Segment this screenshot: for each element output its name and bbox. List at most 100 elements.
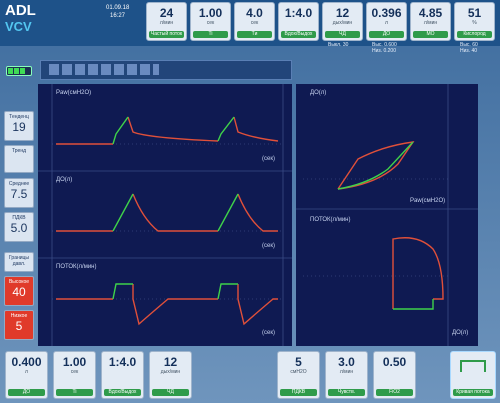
param-value: 1.00	[198, 6, 223, 20]
param-label: Кислород	[457, 31, 492, 38]
param-label: ЧД	[152, 389, 189, 396]
param-value: 24	[159, 6, 174, 20]
param-value: 12	[163, 355, 178, 369]
param-label: Вдох/Выдох	[281, 31, 316, 38]
param-button[interactable]: 0.396 л ДО	[366, 2, 407, 41]
param-value: 51	[467, 6, 482, 20]
flow-wave-insp	[112, 283, 238, 300]
param-label: Чувств.	[328, 389, 365, 396]
toolbar-icons[interactable]	[49, 64, 159, 75]
param-button[interactable]: 12 дых/мин ЧД	[149, 351, 192, 399]
param-value: 1:4.0	[108, 355, 137, 369]
side-label: Тренд	[11, 148, 26, 154]
param-button[interactable]: 12 дых/мин ЧД	[322, 2, 363, 41]
date: 01.09.18	[106, 5, 130, 11]
pressure-wave-insp	[112, 116, 235, 145]
param-button[interactable]: 0.400 л ДО	[5, 351, 48, 399]
mode: ADL	[5, 2, 36, 19]
side-panel[interactable]: Тенденц 19	[4, 111, 34, 141]
waveform-area: Paw(смH2O) ДО(л) ПОТОК(л/мин) (сек) (сек…	[38, 84, 478, 346]
alarm-limit: Низ. 0.200	[372, 48, 396, 54]
param-unit: л	[25, 369, 28, 375]
time-unit: (сек)	[262, 243, 275, 249]
graph-label: ПОТОК(л/мин)	[56, 264, 97, 270]
param-button[interactable]: 1.00 сек Ti	[53, 351, 96, 399]
fv-loop	[392, 237, 444, 309]
side-label: Низкое	[10, 313, 28, 319]
param-label: ДО	[8, 389, 45, 396]
frames	[38, 84, 478, 346]
alarm-limit: Выс. 0.600	[372, 42, 397, 48]
param-label: ДО	[369, 31, 404, 38]
param-button[interactable]: 3.0 л/мин Чувств.	[325, 351, 368, 399]
param-value: 4.0	[246, 6, 263, 20]
param-button[interactable]: 24 л/мин Частый поток	[146, 2, 187, 41]
time-unit: (сек)	[262, 156, 275, 162]
param-button[interactable]: 1.00 сек Ti	[190, 2, 231, 41]
alarm-limit: Выс. 60	[460, 42, 478, 48]
side-label: Границы давл.	[9, 255, 29, 267]
param-button[interactable]: 1:4.0 Вдох/Выдох	[101, 351, 144, 399]
param-button[interactable]: 0.50 FiO2	[373, 351, 416, 399]
param-value: 1:4.0	[284, 6, 313, 20]
right-graphs-bg	[296, 84, 478, 346]
pv-loop-insp	[337, 141, 414, 190]
pv-loop	[337, 141, 415, 190]
side-value: 5.0	[10, 221, 28, 235]
param-label: Tи	[237, 31, 272, 38]
param-value: 5	[295, 355, 302, 369]
param-value: 0.400	[11, 355, 42, 369]
side-panel[interactable]: Низкое 5	[4, 310, 34, 340]
param-value: 4.85	[418, 6, 443, 20]
param-unit: дых/мин	[332, 20, 353, 26]
side-panel[interactable]: Среднее 7.5	[4, 178, 34, 208]
graph-label: ДО(л)	[56, 177, 72, 183]
toolbar	[40, 60, 292, 80]
left-graphs-bg	[38, 84, 292, 346]
param-label: Частый поток	[149, 31, 184, 38]
side-panel[interactable]: Высокое 40	[4, 276, 34, 306]
param-value: 3.0	[338, 355, 355, 369]
param-value: 0.50	[382, 355, 407, 369]
loop-x-label: Paw(смH2O)	[410, 198, 445, 204]
param-button[interactable]: 1:4.0 Вдох/Выдох	[278, 2, 319, 41]
param-button[interactable]: 51% Кислород	[454, 2, 495, 41]
param-unit: сек	[70, 369, 79, 375]
time-unit: (сек)	[262, 330, 275, 336]
param-button[interactable]: 4.85 л/мин МО	[410, 2, 451, 41]
battery-icon	[6, 66, 32, 76]
param-button[interactable]: 5 смН2О ПДКВ	[277, 351, 320, 399]
side-value: 7.5	[10, 187, 28, 201]
param-value: 0.396	[371, 6, 402, 20]
param-unit: сек	[250, 20, 259, 26]
button-label: Кривая потока	[453, 389, 493, 396]
param-label: ПДКВ	[280, 389, 317, 396]
side-value: 40	[12, 285, 26, 299]
side-value: 19	[12, 120, 26, 134]
param-unit: сек	[206, 20, 215, 26]
side-panel[interactable]: Границы давл.	[4, 252, 34, 272]
param-button[interactable]: 4.0 сек Tи	[234, 2, 275, 41]
param-unit: л/мин	[339, 369, 354, 375]
loop-y-label: ДО(л)	[310, 90, 326, 96]
submode: VCV	[5, 19, 32, 34]
param-unit: дых/мин	[160, 369, 181, 375]
param-unit: л	[385, 20, 388, 26]
param-label: Вдох/Выдох	[104, 389, 141, 396]
side-value: 5	[15, 319, 23, 333]
loop-x-label: ДО(л)	[452, 330, 468, 336]
param-unit: л/мин	[423, 20, 438, 26]
volume-wave-insp	[112, 193, 239, 232]
side-panel[interactable]: Тренд	[4, 145, 34, 173]
param-unit: смН2О	[290, 369, 307, 375]
volume-wave	[56, 193, 278, 232]
param-value: 1.00	[62, 355, 87, 369]
time: 16:27	[110, 13, 126, 19]
waveforms	[56, 116, 444, 326]
flow-curve-button[interactable]: Кривая потока	[450, 351, 496, 399]
param-unit: %	[472, 20, 477, 26]
side-panel[interactable]: ПДКВ 5.0	[4, 212, 34, 242]
fv-loop-insp	[393, 299, 434, 310]
side-label: Тенденц	[9, 114, 29, 120]
param-unit: л/мин	[159, 20, 174, 26]
